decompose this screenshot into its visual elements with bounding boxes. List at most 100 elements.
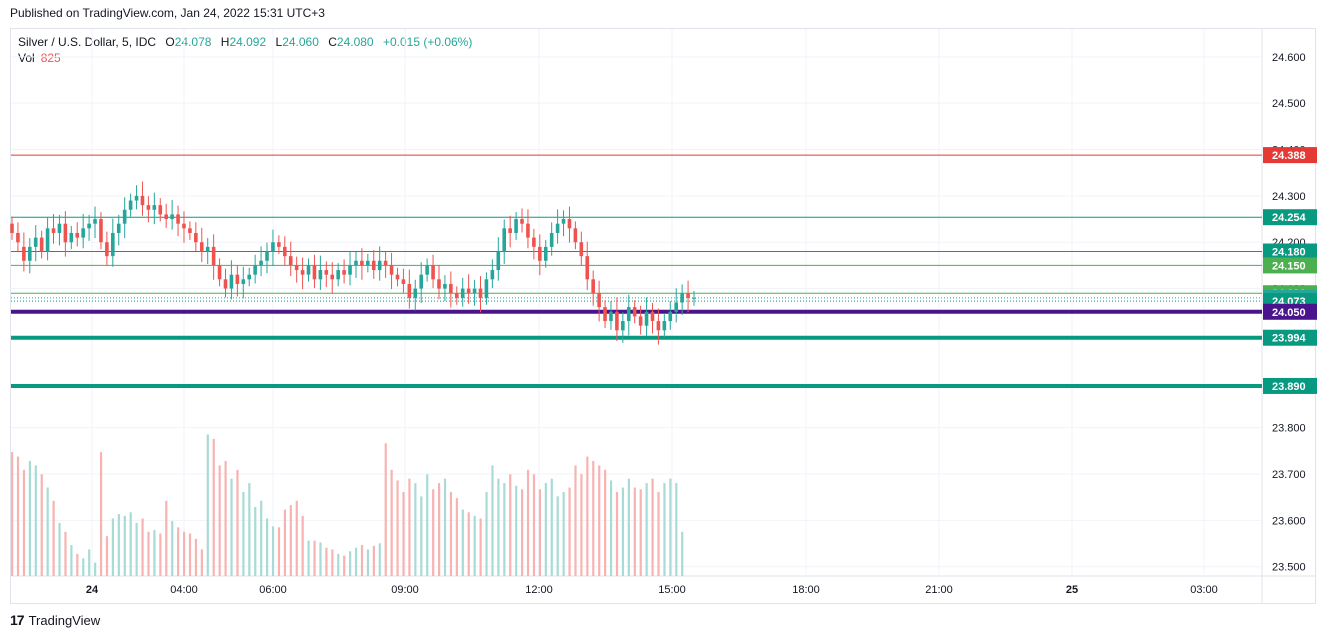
candle-body (265, 251, 269, 261)
candle-body (87, 223, 91, 229)
volume-bar (46, 487, 49, 576)
candle-body (122, 209, 127, 224)
candle-body (632, 307, 637, 317)
volume-bar (147, 531, 150, 576)
candle-body (686, 293, 690, 298)
candle-body (69, 232, 74, 243)
volume-bar (242, 491, 245, 576)
volume-bar (159, 533, 162, 576)
volume-bar (497, 478, 500, 576)
candle-body (615, 311, 619, 331)
volume-bar (354, 547, 358, 576)
high-value: 24.092 (229, 35, 267, 49)
price-label-tag (1263, 377, 1317, 394)
candle-body (39, 237, 44, 252)
candle-body (57, 223, 62, 233)
y-tick-label: 23.600 (1272, 515, 1306, 527)
candle-body (176, 214, 180, 224)
candle-body (194, 232, 198, 243)
volume-bar (129, 512, 132, 576)
candle-body (253, 265, 257, 275)
footer: 17 TradingView (10, 612, 100, 628)
candle-body (283, 246, 287, 257)
candle-body (573, 228, 578, 243)
volume-bar (283, 509, 286, 576)
candle-body (549, 232, 554, 247)
footer-brand[interactable]: TradingView (28, 612, 101, 628)
volume-bar (467, 512, 470, 576)
volume-legend: Vol 825 (18, 51, 61, 65)
volume-bar (11, 452, 14, 576)
candle-body (454, 293, 459, 298)
volume-bar (52, 500, 55, 576)
y-tick-label: 24.600 (1272, 52, 1306, 64)
candle-body (229, 274, 234, 289)
price-label-tag (1263, 257, 1317, 274)
volume-bar (562, 491, 565, 576)
price-label-text: 24.150 (1272, 260, 1306, 272)
volume-bar (16, 456, 20, 576)
price-label-tag (1263, 303, 1317, 320)
volume-bar (218, 465, 221, 576)
volume-label[interactable]: Vol (18, 51, 35, 65)
volume-bar (40, 474, 43, 576)
volume-bar (28, 460, 31, 576)
price-label-text: 24.180 (1272, 247, 1306, 259)
symbol-label[interactable]: Silver / U.S. Dollar, 5, IDC (18, 35, 157, 49)
candle-body (674, 302, 679, 312)
volume-bar (378, 543, 381, 576)
volume-bar (461, 509, 464, 576)
candle-body (401, 279, 406, 284)
candle-body (152, 205, 157, 210)
tradingview-logo-icon[interactable]: 17 (10, 612, 25, 628)
volume-bar (657, 491, 660, 576)
volume-bar (479, 518, 482, 576)
candle-body (377, 260, 382, 271)
candle-body (466, 288, 471, 294)
x-tick-label: 06:00 (259, 584, 287, 596)
candle-body (425, 265, 429, 275)
volume-bar (135, 522, 138, 576)
candle-body (508, 228, 512, 233)
candle-body (371, 260, 376, 271)
candle-body (460, 288, 465, 298)
volume-bar (544, 483, 547, 576)
candle-body (621, 321, 625, 331)
candle-body (638, 316, 643, 326)
volume-bar (188, 533, 192, 576)
volume-bar (105, 536, 109, 576)
candle-body (205, 246, 210, 252)
volume-bar (615, 491, 619, 576)
volume-bar (574, 465, 577, 576)
candle-body (597, 293, 601, 308)
y-tick-label: 23.700 (1272, 469, 1306, 481)
volume-bar (307, 540, 310, 576)
price-label-text: 24.388 (1272, 150, 1306, 162)
volume-bar (645, 483, 648, 576)
volume-bar (503, 483, 506, 576)
close-value: 24.080 (336, 35, 374, 49)
volume-bar (414, 483, 417, 576)
candle-body (277, 242, 281, 247)
candle-body (449, 283, 453, 294)
volume-bar (325, 547, 328, 576)
candle-body (431, 265, 435, 280)
candle-body (140, 195, 145, 206)
candle-body (146, 205, 151, 210)
volume-bar (123, 515, 126, 576)
candle-body (650, 311, 655, 322)
volume-bar (550, 478, 553, 576)
volume-bar (402, 491, 405, 576)
y-tick-label: 24.300 (1272, 191, 1306, 203)
volume-bar (224, 460, 227, 576)
candle-body (199, 242, 204, 252)
volume-bar (580, 474, 583, 576)
volume-bar (70, 545, 73, 576)
candle-body (105, 242, 109, 257)
candle-body (294, 265, 299, 271)
y-tick-label: 23.800 (1272, 423, 1306, 435)
volume-bar (515, 485, 518, 576)
x-tick-label: 25 (1066, 584, 1078, 596)
volume-bar (313, 540, 316, 576)
